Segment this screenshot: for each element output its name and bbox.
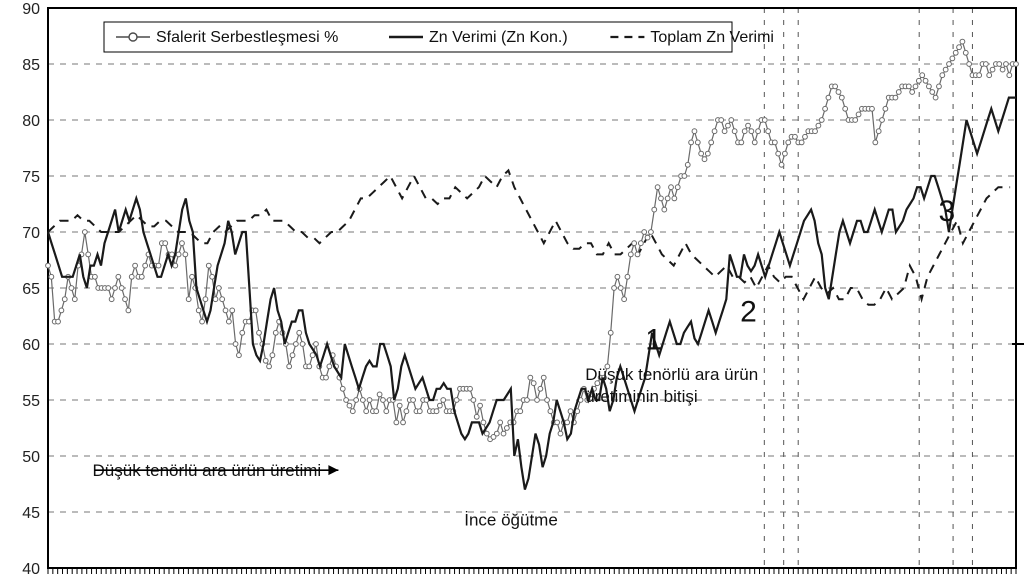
annotation: üretiminin bitişi	[585, 387, 697, 406]
annotation: 3	[939, 195, 956, 228]
annotation: İnce öğütme	[464, 510, 558, 529]
y-tick-label: 45	[22, 505, 40, 522]
legend-label: Toplam Zn Verimi	[650, 29, 774, 46]
annotation: 2	[740, 296, 757, 329]
y-tick-label: 40	[22, 561, 40, 578]
annotation: Düşük tenörlü ara ürün	[585, 365, 758, 384]
y-tick-label: 90	[22, 1, 40, 18]
annotation: 1	[645, 324, 662, 357]
y-tick-label: 50	[22, 449, 40, 466]
y-tick-label: 60	[22, 337, 40, 354]
chart-svg: 40 45 50 55 60 65 70 75 80 85 90 Düşük tenörlü ara …	[0, 0, 1024, 584]
chart-container: 40 45 50 55 60 65 70 75 80 85 90 Düşük tenörlü ara …	[0, 0, 1024, 584]
y-tick-label: 80	[22, 113, 40, 130]
y-tick-label: 75	[22, 169, 40, 186]
y-tick-label: 65	[22, 281, 40, 298]
legend-label: Sfalerit Serbestleşmesi %	[156, 29, 338, 46]
y-tick-label: 55	[22, 393, 40, 410]
legend-label: Zn Verimi (Zn Kon.)	[429, 29, 568, 46]
y-tick-label: 70	[22, 225, 40, 242]
y-tick-label: 85	[22, 57, 40, 74]
